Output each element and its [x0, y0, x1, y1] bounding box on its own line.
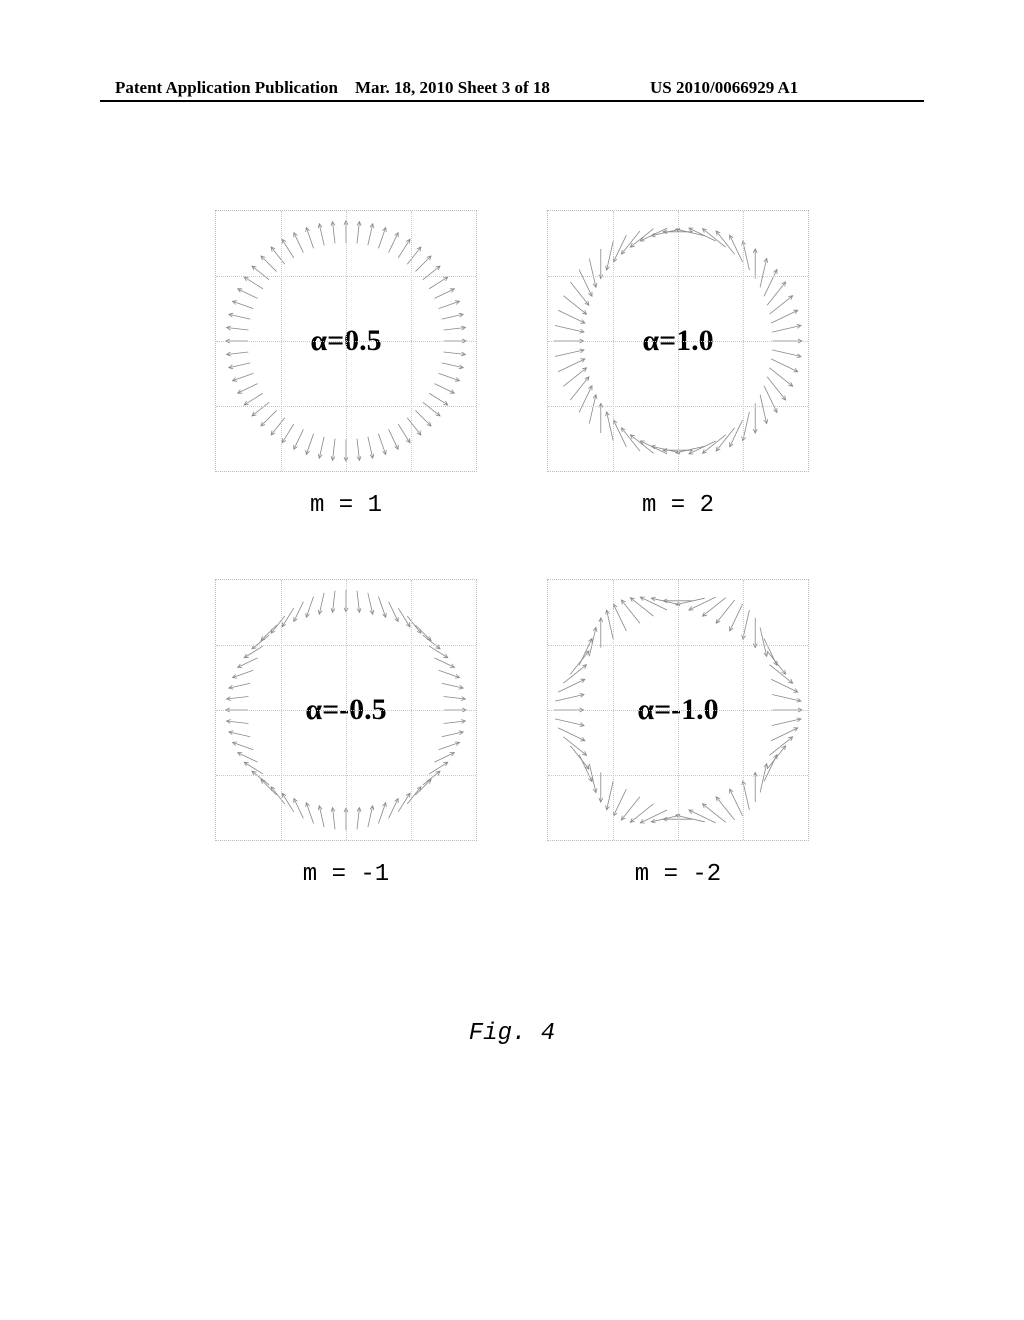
- m-label: m = 1: [310, 492, 382, 519]
- vector-panel: α=-0.5: [215, 579, 477, 841]
- header-left: Patent Application Publication: [115, 78, 338, 98]
- m-label: m = 2: [642, 492, 714, 519]
- panel-block: α=1.0 m = 2: [547, 210, 809, 519]
- header-right: US 2010/0066929 A1: [650, 78, 798, 98]
- header-rule: [100, 100, 924, 102]
- panel-block: α=-1.0 m = -2: [547, 579, 809, 888]
- panel-block: α=0.5 m = 1: [215, 210, 477, 519]
- header-mid: Mar. 18, 2010 Sheet 3 of 18: [355, 78, 550, 98]
- vector-panel: α=1.0: [547, 210, 809, 472]
- panel-block: α=-0.5 m = -1: [215, 579, 477, 888]
- figure-area: α=0.5 m = 1 α=1.0 m = 2 α=-0.5 m = -1 α=…: [0, 210, 1024, 908]
- figure-caption: Fig. 4: [0, 1020, 1024, 1047]
- figure-row-bottom: α=-0.5 m = -1 α=-1.0 m = -2: [0, 579, 1024, 888]
- vector-panel: α=0.5: [215, 210, 477, 472]
- m-label: m = -1: [303, 861, 389, 888]
- m-label: m = -2: [635, 861, 721, 888]
- vector-panel: α=-1.0: [547, 579, 809, 841]
- figure-row-top: α=0.5 m = 1 α=1.0 m = 2: [0, 210, 1024, 519]
